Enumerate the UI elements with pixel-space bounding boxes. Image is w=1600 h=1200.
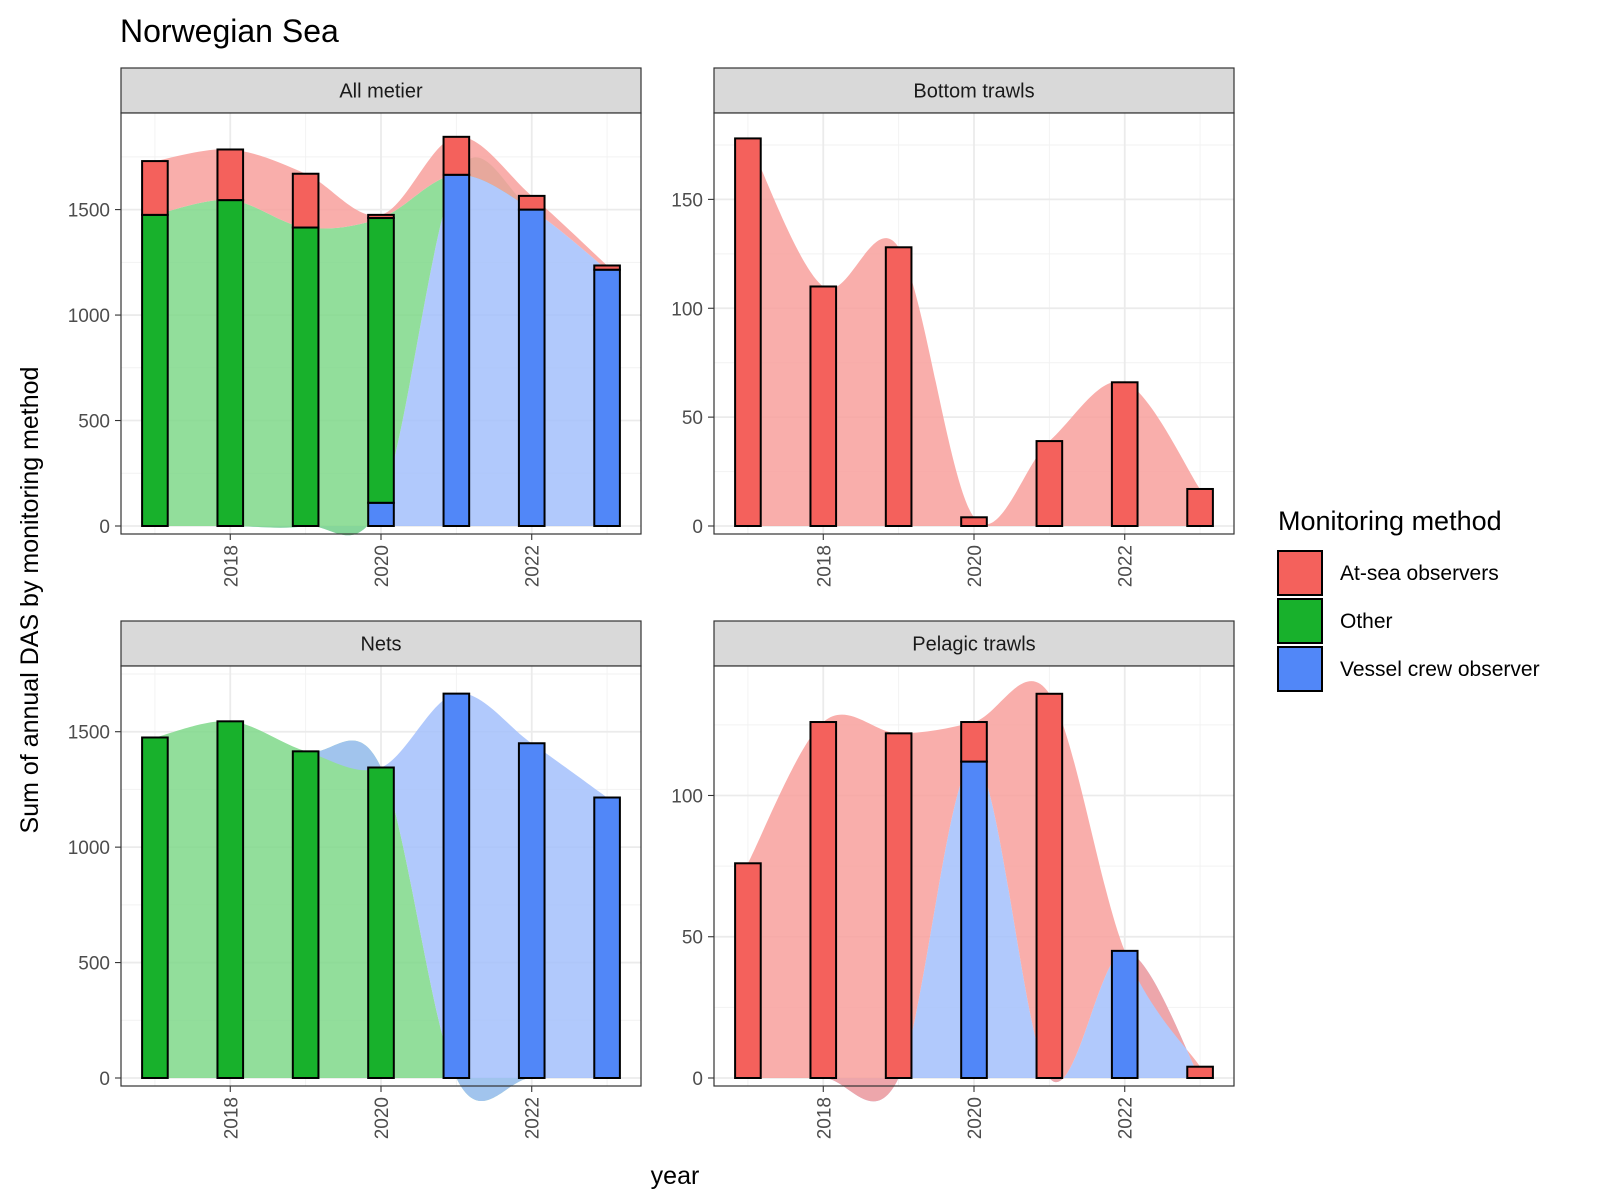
bar-vessel-crew-observer-2021 [442, 173, 471, 527]
y-tick-label: 1000 [68, 838, 110, 859]
x-tick-label: 2020 [965, 1097, 986, 1139]
area-vessel-crew-observer [154, 157, 608, 536]
panel-nets: Nets 0 500 1000 1500 2018 2020 2022 [68, 620, 642, 1139]
bar-at-sea-observers-2017 [734, 862, 762, 1080]
strip-all-metier [120, 67, 642, 114]
legend-item-vessel-crew-observer: Vessel crew observer [1277, 646, 1540, 692]
bar-other-2017 [141, 736, 169, 1079]
strip-label-pelagic-trawls: Pelagic trawls [912, 634, 1035, 656]
strip-label-bottom-trawls: Bottom trawls [913, 81, 1034, 103]
y-tick-label: 50 [682, 928, 703, 949]
bar-at-sea-observers-2022 [1110, 381, 1139, 527]
area-at-sea-observers [154, 136, 608, 270]
legend-title: Monitoring method [1278, 506, 1502, 536]
y-tick-label: 0 [99, 1069, 110, 1090]
y-tick-label: 100 [671, 299, 703, 320]
panel-all-metier: All metier 0 500 1000 1500 2018 2020 2022 [68, 67, 642, 587]
legend-label-at-sea-observers: At-sea observers [1340, 562, 1499, 585]
x-tick-label: 2018 [221, 1097, 242, 1139]
legend-key-other [1277, 598, 1323, 644]
legend-item-other: Other [1277, 598, 1393, 644]
area-at-sea-observers [747, 138, 1201, 526]
y-tick-label: 100 [671, 786, 703, 807]
bar-at-sea-observers-2018 [216, 148, 245, 202]
bar-vessel-crew-observer-2021 [442, 692, 471, 1079]
y-tick-label: 1000 [68, 306, 110, 327]
y-tick-label: 50 [682, 408, 703, 429]
bar-at-sea-observers-2021 [1035, 440, 1064, 528]
area-vessel-crew-observer [154, 693, 608, 1102]
bar-other-2019 [291, 226, 320, 527]
y-tick-label: 150 [671, 190, 703, 211]
legend-label-other: Other [1340, 610, 1393, 633]
bar-other-2018 [216, 199, 245, 527]
x-axis-title: year [651, 1162, 700, 1190]
x-tick-label: 2022 [523, 545, 544, 587]
y-tick-label: 500 [78, 412, 110, 433]
legend: Monitoring method At-sea observers Other… [1277, 506, 1540, 692]
bar-vessel-crew-observer-2023 [593, 796, 621, 1079]
legend-label-vessel-crew-observer: Vessel crew observer [1340, 658, 1540, 681]
y-tick-label: 0 [692, 517, 703, 538]
x-tick-label: 2020 [372, 1097, 393, 1139]
bar-other-2020 [367, 766, 395, 1079]
bar-other-2017 [141, 213, 169, 527]
bar-at-sea-observers-2019 [884, 246, 913, 528]
y-tick-label: 1500 [68, 723, 110, 744]
strip-label-nets: Nets [360, 634, 401, 656]
strip-nets [120, 620, 642, 667]
y-axis-title: Sum of annual DAS by monitoring method [16, 367, 44, 834]
bar-at-sea-observers-2019 [291, 172, 320, 229]
bar-other-2020 [367, 217, 395, 504]
y-tick-label: 1500 [68, 201, 110, 222]
y-tick-label: 0 [99, 517, 110, 538]
bar-at-sea-observers-2023 [1186, 487, 1214, 527]
panel-pelagic-trawls: Pelagic trawls 0 50 100 2018 2020 2022 [671, 620, 1235, 1139]
bar-at-sea-observers-2022 [517, 194, 546, 211]
y-tick-label: 500 [78, 954, 110, 975]
bar-vessel-crew-observer-2020 [367, 501, 395, 527]
bar-at-sea-observers-2021 [442, 135, 471, 176]
bar-vessel-crew-observer-2022 [517, 742, 546, 1079]
chart-title: Norwegian Sea [120, 13, 339, 49]
legend-key-vessel-crew-observer [1277, 646, 1323, 692]
area-at-sea-observers [747, 681, 1201, 1102]
bar-at-sea-observers-2017 [141, 160, 169, 216]
bar-other-2019 [291, 750, 320, 1080]
legend-item-at-sea-observers: At-sea observers [1277, 550, 1499, 596]
x-tick-label: 2022 [1116, 545, 1137, 587]
x-tick-label: 2022 [523, 1097, 544, 1139]
strip-bottom-trawls [713, 67, 1235, 114]
y-tick-label: 0 [692, 1069, 703, 1090]
x-tick-label: 2022 [1116, 1097, 1137, 1139]
x-tick-label: 2020 [965, 545, 986, 587]
bar-vessel-crew-observer-2022 [1110, 949, 1139, 1079]
x-tick-label: 2018 [814, 545, 835, 587]
panel-bottom-trawls: Bottom trawls 0 50 100 150 2018 2020 2022 [671, 67, 1235, 587]
legend-key-at-sea-observers [1277, 550, 1323, 596]
x-tick-label: 2020 [372, 545, 393, 587]
bar-vessel-crew-observer-2023 [593, 268, 621, 527]
x-tick-label: 2018 [814, 1097, 835, 1139]
bar-vessel-crew-observer-2020 [960, 760, 988, 1080]
bar-at-sea-observers-2017 [734, 137, 762, 528]
bar-at-sea-observers-2020 [960, 721, 988, 763]
bar-at-sea-observers-2019 [884, 732, 913, 1079]
strip-pelagic-trawls [713, 620, 1235, 667]
bar-at-sea-observers-2018 [809, 721, 838, 1079]
strip-label-all-metier: All metier [339, 81, 423, 103]
bar-vessel-crew-observer-2022 [517, 208, 546, 527]
bar-at-sea-observers-2018 [809, 285, 838, 527]
bar-at-sea-observers-2021 [1035, 692, 1064, 1080]
bar-at-sea-observers-2023 [593, 264, 621, 271]
bar-at-sea-observers-2020 [960, 516, 988, 528]
bar-at-sea-observers-2020 [367, 213, 395, 220]
x-tick-label: 2018 [221, 545, 242, 587]
bar-other-2018 [216, 720, 245, 1080]
bar-at-sea-observers-2023 [1186, 1065, 1214, 1080]
